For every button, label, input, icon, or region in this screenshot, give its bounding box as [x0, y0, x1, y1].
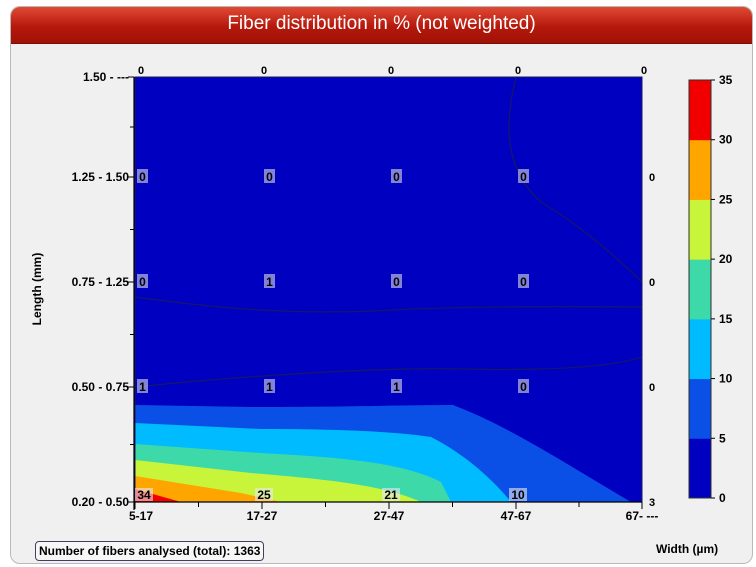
data-label-box — [137, 379, 148, 393]
colorbar-tick-label: 0 — [719, 491, 726, 505]
fiber-count-value: 1363 — [233, 544, 261, 558]
colorbar-tick-label: 30 — [719, 133, 733, 147]
colorbar-tick-label: 25 — [719, 192, 733, 206]
data-label: 34 — [137, 488, 151, 502]
data-label-box — [518, 169, 529, 183]
colorbar-segment — [689, 318, 711, 380]
data-label: 0 — [520, 380, 527, 394]
x-tick-label: 5-17 — [129, 509, 153, 523]
band-25 — [135, 476, 281, 502]
data-label: 0 — [393, 275, 400, 289]
y-tick-label: 1.50 - --- — [83, 70, 129, 84]
data-label: 0 — [649, 277, 655, 289]
data-label: 0 — [388, 65, 394, 77]
data-label-box — [518, 379, 529, 393]
contour-line-top — [508, 76, 643, 283]
data-label-box — [264, 379, 275, 393]
data-label: 1 — [393, 380, 400, 394]
data-label-box — [264, 274, 275, 288]
colorbar-tick-label: 20 — [719, 252, 733, 266]
y-tick-label: 0.75 - 1.25 — [72, 275, 130, 289]
data-label: 0 — [520, 170, 527, 184]
colorbar-border — [688, 79, 712, 499]
colorbar-segment — [689, 80, 711, 141]
y-tick-label: 1.25 - 1.50 — [72, 170, 130, 184]
x-axis-title: Width (µm) — [656, 542, 719, 556]
fiber-count-box: Number of fibers analysed (total): 1363 — [35, 541, 265, 561]
axes: 0.20 - 0.50 0.50 - 0.75 0.75 - 1.25 1.25 - … — [72, 70, 659, 523]
colorbar: 0 5 10 15 20 25 30 35 — [688, 73, 733, 505]
colorbar-tick-label: 5 — [719, 431, 726, 445]
colorbar-tick-label: 10 — [719, 372, 733, 386]
title-bar: Fiber distribution in % (not weighted) — [11, 7, 752, 44]
x-tick-label: 17-27 — [247, 509, 278, 523]
data-label-box — [509, 488, 527, 501]
x-tick-label: 67- --- — [626, 509, 659, 523]
data-label: 21 — [384, 488, 398, 502]
data-label: 0 — [649, 172, 655, 184]
data-label-box — [137, 169, 148, 183]
data-label-box — [264, 169, 275, 183]
colorbar-segment — [689, 139, 711, 200]
fiber-count-label: Number of fibers analysed (total): — [39, 544, 231, 558]
y-tick-label: 0.50 - 0.75 — [72, 380, 130, 394]
contour-line-mid — [134, 296, 643, 313]
data-label-box — [391, 379, 402, 393]
data-label-box — [255, 488, 273, 501]
chart-panel: Fiber distribution in % (not weighted) 0… — [10, 6, 753, 564]
colorbar-segment — [689, 259, 711, 320]
data-label-box — [391, 274, 402, 288]
contour-bands — [135, 405, 631, 502]
data-label: 1 — [266, 275, 273, 289]
colorbar-tick-label: 35 — [719, 73, 733, 87]
data-label: 0 — [261, 65, 267, 77]
contour-chart: 0.20 - 0.50 0.50 - 0.75 0.75 - 1.25 1.25 - … — [30, 65, 733, 523]
data-label: 3 — [649, 497, 655, 509]
data-label: 10 — [511, 488, 525, 502]
data-label: 1 — [139, 380, 146, 394]
y-tick-label: 0.20 - 0.50 — [72, 495, 130, 509]
data-label: 0 — [649, 382, 655, 394]
data-label: 0 — [138, 65, 144, 77]
colorbar-segment — [689, 378, 711, 439]
data-label: 0 — [393, 170, 400, 184]
data-label-box — [391, 169, 402, 183]
colorbar-segment — [689, 438, 711, 499]
data-label: 25 — [257, 488, 271, 502]
contour-line-low — [134, 356, 643, 388]
data-label-box — [135, 488, 153, 501]
data-label: 0 — [520, 275, 527, 289]
data-label: 0 — [139, 170, 146, 184]
x-tick-label: 27-47 — [374, 509, 405, 523]
data-label: 0 — [641, 65, 647, 77]
data-label: 0 — [266, 170, 273, 184]
data-label: 1 — [266, 380, 273, 394]
data-label: 0 — [515, 65, 521, 77]
x-tick-label: 47-67 — [501, 509, 532, 523]
data-label-box — [518, 274, 529, 288]
data-label-box — [137, 274, 148, 288]
plot-area — [135, 77, 642, 502]
data-label: 0 — [139, 275, 146, 289]
data-label-box — [382, 488, 400, 501]
chart-title: Fiber distribution in % (not weighted) — [227, 13, 536, 34]
y-axis-title: Length (mm) — [30, 253, 44, 326]
colorbar-tick-label: 15 — [719, 312, 733, 326]
colorbar-segment — [689, 199, 711, 260]
